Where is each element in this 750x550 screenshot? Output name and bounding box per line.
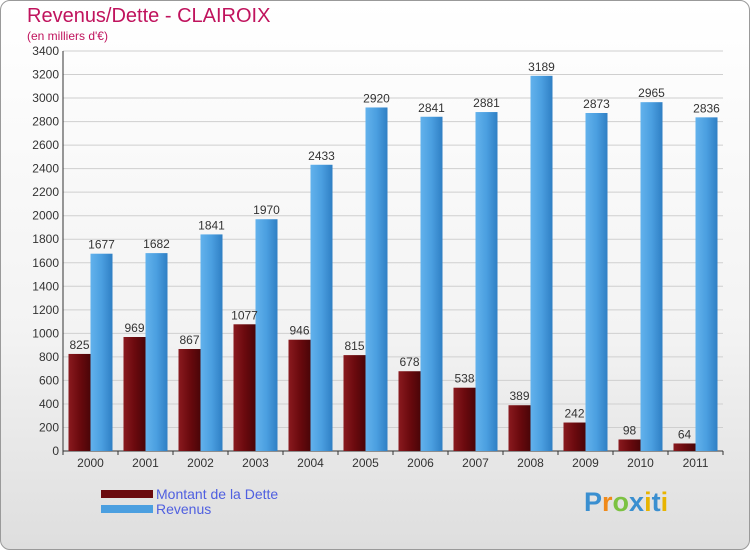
y-tick-label: 3200: [32, 68, 59, 82]
y-tick-label: 2000: [32, 209, 59, 223]
data-label-dette: 242: [564, 407, 584, 421]
data-label-revenus: 2881: [473, 96, 500, 110]
bar-revenus: [420, 116, 443, 451]
x-tick-label: 2009: [572, 456, 599, 470]
chart-title: Revenus/Dette - CLAIROIX: [27, 5, 271, 27]
bar-dette: [178, 349, 201, 451]
x-tick-label: 2005: [352, 456, 379, 470]
bar-revenus: [640, 102, 663, 452]
data-label-dette: 946: [289, 324, 309, 338]
data-label-dette: 678: [399, 355, 419, 369]
y-tick-label: 2400: [32, 162, 59, 176]
bar-dette: [398, 371, 421, 451]
data-label-revenus: 1677: [88, 238, 115, 252]
logo-letter: o: [612, 487, 630, 517]
y-tick-label: 200: [39, 420, 59, 434]
x-tick-label: 2011: [683, 456, 709, 470]
x-tick-label: 2002: [187, 456, 214, 470]
bar-revenus: [530, 75, 553, 451]
bar-layer: [68, 75, 718, 452]
y-tick-label: 600: [39, 373, 59, 387]
data-label-dette: 98: [623, 423, 637, 437]
bar-revenus: [255, 219, 278, 451]
y-tick-label: 1600: [32, 256, 59, 270]
x-tick-label: 2008: [517, 456, 544, 470]
label-layer: 825 1677 969 1682 867 1841 1077 1970 946 2433 815 2…: [69, 60, 720, 442]
bar-dette: [453, 387, 476, 451]
data-label-revenus: 3189: [528, 60, 555, 74]
legend-swatch-revenus: [101, 505, 153, 513]
logo-letter: P: [584, 487, 603, 517]
bar-revenus: [475, 112, 498, 451]
y-tick-label: 1400: [32, 279, 59, 293]
data-label-revenus: 2836: [693, 101, 720, 115]
x-tick-label: 2000: [77, 456, 104, 470]
y-tick-label: 1200: [32, 303, 59, 317]
bar-dette: [233, 324, 256, 451]
y-tick-label: 800: [39, 350, 59, 364]
bar-dette: [288, 339, 311, 451]
bar-dette: [563, 422, 586, 451]
data-label-revenus: 1841: [198, 218, 225, 232]
data-label-revenus: 2841: [418, 101, 445, 115]
y-tick-label: 3400: [32, 44, 59, 58]
bar-dette: [673, 443, 696, 451]
x-tick-label: 2004: [297, 456, 324, 470]
data-label-revenus: 1970: [253, 203, 280, 217]
x-tick-label: 2010: [627, 456, 654, 470]
grid-layer: [63, 50, 723, 428]
data-label-dette: 1077: [231, 308, 258, 322]
logo-letter: r: [602, 487, 613, 517]
data-label-revenus: 1682: [143, 237, 170, 251]
x-tick-label: 2001: [132, 456, 159, 470]
data-label-dette: 389: [509, 389, 529, 403]
logo-letter: i: [644, 487, 652, 517]
data-label-dette: 969: [124, 321, 144, 335]
data-label-revenus: 2433: [308, 149, 335, 163]
bar-revenus: [365, 107, 388, 452]
y-tick-label: 0: [52, 444, 59, 458]
x-tick-label: 2007: [462, 456, 489, 470]
bar-dette: [508, 405, 531, 451]
data-label-dette: 538: [454, 372, 474, 386]
bar-revenus: [695, 117, 718, 452]
logo-letter: x: [629, 487, 645, 517]
x-tick-label: 2006: [407, 456, 434, 470]
logo-letter: i: [660, 487, 669, 517]
logo-letter: t: [651, 487, 661, 517]
proxiti-logo: Proxiti: [584, 487, 668, 518]
data-label-dette: 815: [344, 339, 364, 353]
legend-label-revenus: Revenus: [156, 501, 212, 517]
data-label-revenus: 2920: [363, 91, 390, 105]
data-label-revenus: 2965: [638, 86, 665, 100]
bar-dette: [618, 439, 641, 451]
legend-swatch-debt: [101, 490, 153, 498]
bar-revenus: [310, 164, 333, 451]
data-label-dette: 867: [179, 333, 199, 347]
data-label-revenus: 2873: [583, 97, 610, 111]
y-tick-label: 400: [39, 397, 59, 411]
y-tick-label: 2600: [32, 138, 59, 152]
legend-label-debt: Montant de la Dette: [156, 486, 279, 502]
bar-revenus: [585, 113, 608, 451]
bar-dette: [343, 355, 366, 451]
y-tick-label: 3000: [32, 91, 59, 105]
data-label-dette: 825: [69, 338, 89, 352]
axis-layer: 0 200 400 600 800 1000 1200 1400 1600 1800 2000 220…: [32, 44, 724, 470]
data-label-dette: 64: [678, 427, 692, 441]
y-tick-label: 1800: [32, 232, 59, 246]
bar-dette: [123, 337, 146, 451]
bar-revenus: [90, 253, 113, 451]
chart-subtitle: (en milliers d'€): [27, 29, 108, 43]
bar-revenus: [145, 253, 168, 451]
y-tick-label: 2800: [32, 115, 59, 129]
y-tick-label: 1000: [32, 326, 59, 340]
bar-revenus: [200, 234, 223, 451]
y-tick-label: 2200: [32, 185, 59, 199]
x-tick-label: 2003: [242, 456, 269, 470]
bar-dette: [68, 353, 91, 451]
